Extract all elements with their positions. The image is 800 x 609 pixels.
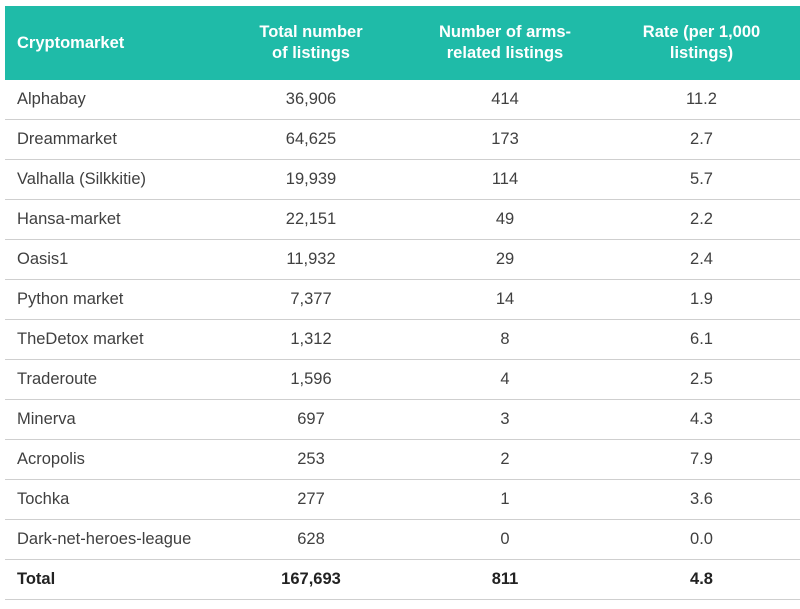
cell-rate: 1.9 (690, 290, 713, 308)
cell-rate: 3.6 (690, 490, 713, 508)
table-row: Minerva 697 3 4.3 (5, 400, 800, 440)
cell-rate: 2.7 (690, 130, 713, 148)
cell-arms-listings: 14 (495, 290, 515, 308)
cell-total-listings: 697 (297, 410, 325, 428)
cell-total-listings: 1,596 (290, 370, 332, 388)
table-header: Cryptomarket Total number of listings Nu… (5, 6, 800, 80)
cell-total-listings: 19,939 (285, 170, 337, 188)
header-arms-listings: Number of arms- related listings (407, 22, 603, 64)
header-line: related listings (446, 44, 564, 62)
cell-rate: 6.1 (690, 330, 713, 348)
data-table: Cryptomarket Total number of listings Nu… (5, 6, 800, 600)
table-row: Acropolis 253 2 7.9 (5, 440, 800, 480)
cell-rate: 7.9 (690, 450, 713, 468)
cell-arms-listings: 4 (500, 370, 510, 388)
total-listings: 167,693 (281, 570, 341, 588)
cell-rate: 5.7 (690, 170, 713, 188)
cell-arms-listings: 29 (495, 250, 515, 268)
cell-total-listings: 628 (297, 530, 325, 548)
cell-market: Dark-net-heroes-league (17, 530, 192, 548)
table-row: Oasis1 11,932 29 2.4 (5, 240, 800, 280)
cell-total-listings: 7,377 (290, 290, 332, 308)
cell-rate: 11.2 (686, 90, 717, 108)
header-line: Total number (259, 23, 363, 41)
total-arms-listings: 811 (491, 570, 519, 588)
cell-market: Tochka (17, 490, 70, 508)
table-row: Hansa-market 22,151 49 2.2 (5, 200, 800, 240)
table-row: Dark-net-heroes-league 628 0 0.0 (5, 520, 800, 560)
cell-arms-listings: 3 (500, 410, 510, 428)
cell-arms-listings: 2 (500, 450, 510, 468)
cell-rate: 2.2 (690, 210, 713, 228)
table-row: Tochka 277 1 3.6 (5, 480, 800, 520)
cell-total-listings: 277 (297, 490, 325, 508)
cell-market: Dreammarket (17, 130, 117, 148)
table-row: TheDetox market 1,312 8 6.1 (5, 320, 800, 360)
header-rate: Rate (per 1,000 listings) (603, 22, 800, 64)
header-line: of listings (272, 44, 350, 62)
cell-market: Python market (17, 290, 124, 308)
cell-market: Hansa-market (17, 210, 121, 228)
table-row: Python market 7,377 14 1.9 (5, 280, 800, 320)
cell-arms-listings: 173 (491, 130, 519, 148)
cell-total-listings: 22,151 (285, 210, 337, 228)
header-line: Rate (per 1,000 (642, 23, 761, 41)
cell-market: Valhalla (Silkkitie) (17, 170, 146, 188)
cell-total-listings: 36,906 (285, 90, 337, 108)
cell-market: Acropolis (17, 450, 85, 468)
cell-rate: 2.4 (690, 250, 713, 268)
cell-arms-listings: 114 (491, 170, 519, 188)
cell-total-listings: 1,312 (290, 330, 332, 348)
header-line: Cryptomarket (17, 33, 125, 52)
cell-total-listings: 253 (297, 450, 325, 468)
header-line: Number of arms- (438, 23, 572, 41)
table-row: Alphabay 36,906 414 11.2 (5, 80, 800, 120)
cell-arms-listings: 1 (500, 490, 510, 508)
cell-rate: 0.0 (690, 530, 713, 548)
table-row: Dreammarket 64,625 173 2.7 (5, 120, 800, 160)
table-row: Valhalla (Silkkitie) 19,939 114 5.7 (5, 160, 800, 200)
cell-market: Oasis1 (17, 250, 69, 268)
cell-market: Minerva (17, 410, 76, 428)
cell-arms-listings: 0 (500, 530, 510, 548)
cell-total-listings: 64,625 (285, 130, 337, 148)
total-rate: 4.8 (690, 570, 713, 588)
cell-market: Alphabay (17, 90, 86, 108)
cell-arms-listings: 49 (495, 210, 515, 228)
header-cryptomarket: Cryptomarket (5, 33, 215, 54)
cell-total-listings: 11,932 (286, 250, 336, 268)
cell-arms-listings: 8 (500, 330, 510, 348)
cell-market: Traderoute (17, 370, 98, 388)
cell-rate: 4.3 (690, 410, 713, 428)
total-row: Total 167,693 811 4.8 (5, 560, 800, 600)
header-total-listings: Total number of listings (215, 22, 407, 64)
cell-market: TheDetox market (17, 330, 144, 348)
header-line: listings) (669, 44, 734, 62)
cell-arms-listings: 414 (491, 90, 519, 108)
cell-rate: 2.5 (690, 370, 713, 388)
table-row: Traderoute 1,596 4 2.5 (5, 360, 800, 400)
total-label: Total (17, 570, 56, 588)
